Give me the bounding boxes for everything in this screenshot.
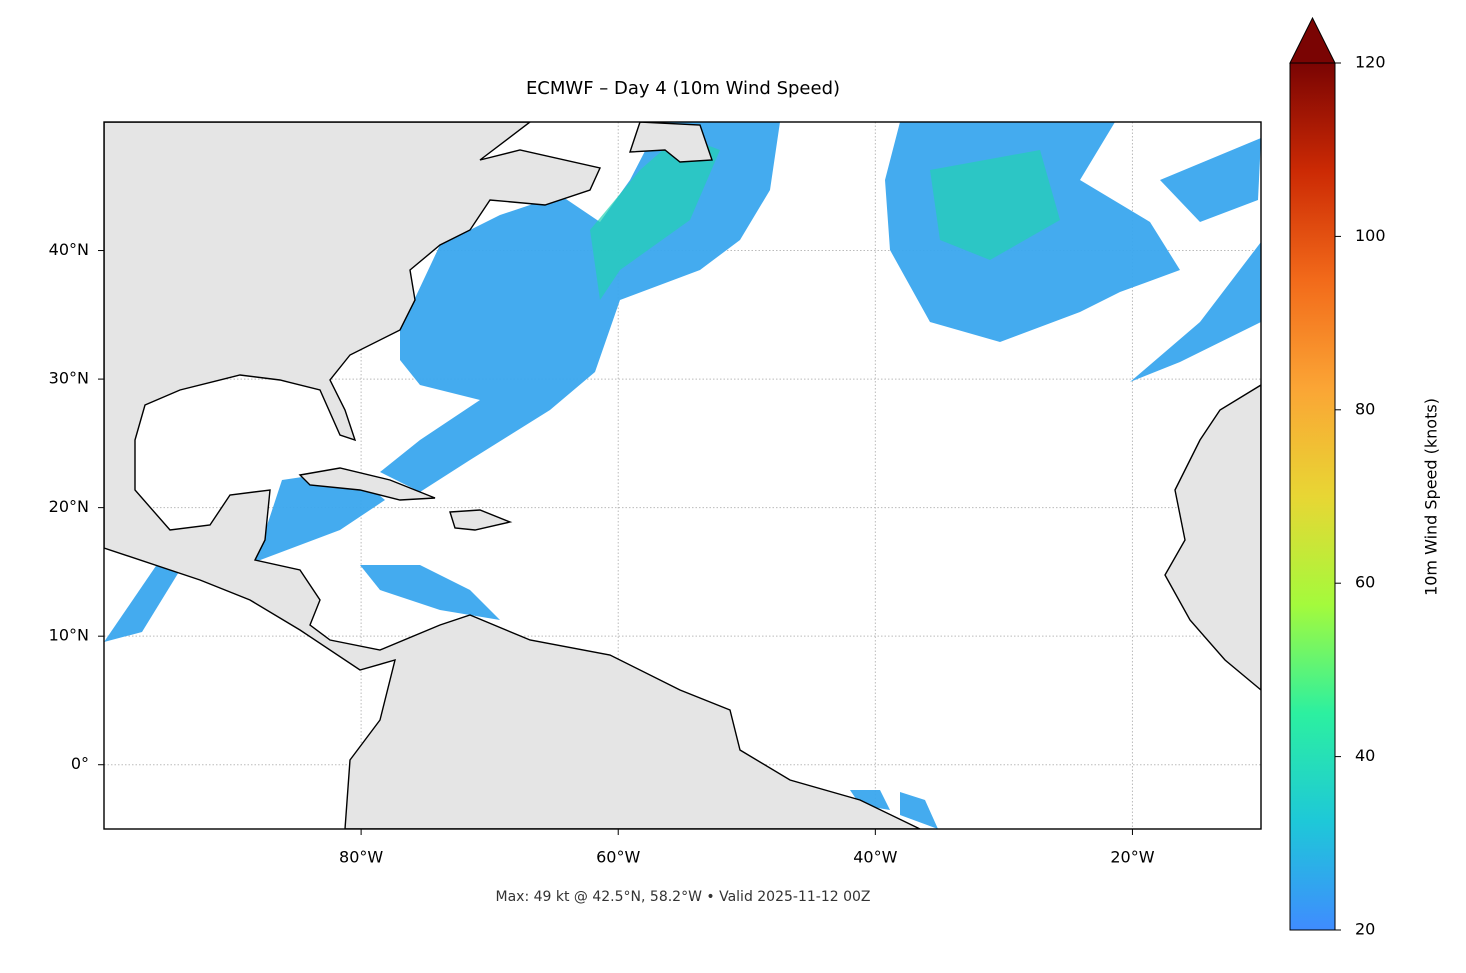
wind-swath xyxy=(1130,242,1261,382)
wind-core xyxy=(590,135,720,300)
colorbar-tick-label: 100 xyxy=(1355,226,1386,245)
y-tick-label: 10°N xyxy=(49,626,89,645)
wind-swath xyxy=(104,560,185,642)
x-tick-label: 60°W xyxy=(596,848,640,867)
map-subtitle: Max: 49 kt @ 42.5°N, 58.2°W • Valid 2025… xyxy=(496,889,871,905)
colorbar-scale xyxy=(1289,62,1336,931)
axes-ticks: 80°W 60°W 40°W 20°W 0° 10°N 20°N 30°N 40°N xyxy=(49,240,1155,866)
x-tick-label: 80°W xyxy=(339,848,383,867)
land-cuba xyxy=(298,467,436,501)
colorbar-tick-label: 80 xyxy=(1355,399,1375,418)
colorbar-tick-label: 20 xyxy=(1355,920,1375,939)
colorbar: 10m Wind Speed (knots) 20 40 60 80 100 120 xyxy=(1289,16,1441,939)
map-title: ECMWF – Day 4 (10m Wind Speed) xyxy=(526,78,840,99)
x-tick-label: 20°W xyxy=(1110,848,1154,867)
land-africa xyxy=(1164,384,1261,691)
colorbar-tick-label: 60 xyxy=(1355,573,1375,592)
land-americas xyxy=(104,122,921,829)
wind-core xyxy=(930,150,1060,260)
colorbar-tick-label: 40 xyxy=(1355,746,1375,765)
colorbar-tick-label: 120 xyxy=(1355,53,1386,72)
wind-swath xyxy=(1160,138,1261,222)
y-tick-label: 30°N xyxy=(49,369,89,388)
y-tick-label: 40°N xyxy=(49,240,89,259)
map-frame xyxy=(103,121,1262,830)
y-tick-label: 0° xyxy=(71,754,89,773)
wind-field xyxy=(104,122,1261,829)
wind-swath xyxy=(850,790,938,829)
y-tick-label: 20°N xyxy=(49,497,89,516)
map-area xyxy=(104,122,1261,829)
land-hispaniola xyxy=(449,509,513,531)
x-tick-label: 40°W xyxy=(853,848,897,867)
colorbar-extend xyxy=(1289,16,1336,64)
wind-swath xyxy=(255,470,385,562)
land xyxy=(104,122,1261,829)
land-newfoundland xyxy=(629,122,713,163)
wind-swath xyxy=(360,565,500,620)
colorbar-label: 10m Wind Speed (knots) xyxy=(1422,398,1441,596)
